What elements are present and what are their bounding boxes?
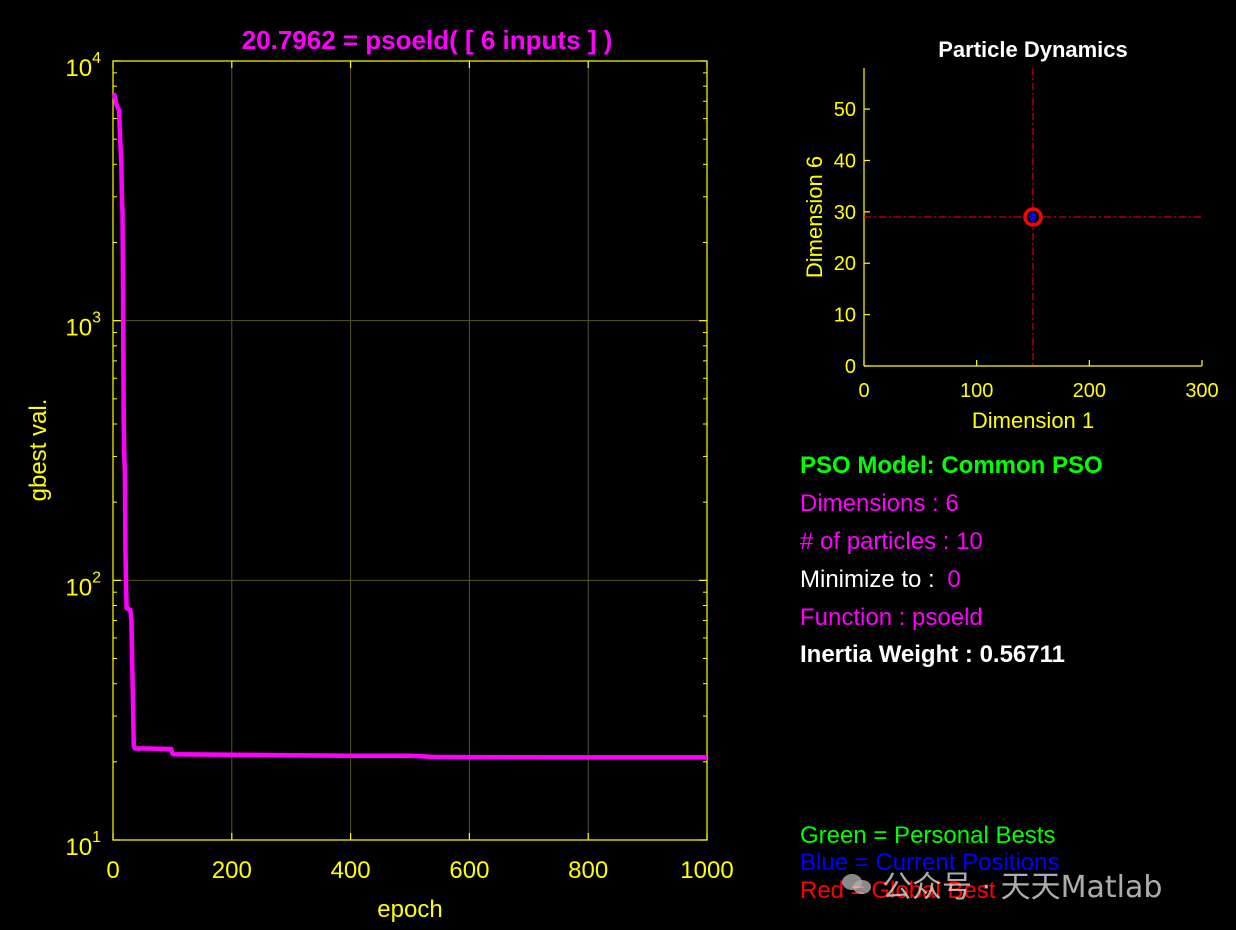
wechat-icon <box>842 872 872 896</box>
minimize-label: Minimize to : <box>800 566 942 593</box>
legend-green: Green = Personal Bests <box>800 822 1056 849</box>
pd-x-tick-label: 300 <box>1185 380 1218 402</box>
main-y-tick-label: 102 <box>65 569 101 601</box>
main-ticks <box>112 60 708 841</box>
main-y-tick-label-exp: 3 <box>92 310 101 327</box>
main-y-tick-label: 104 <box>65 50 101 82</box>
main-y-tick-label-exp: 4 <box>92 50 101 67</box>
dimensions-label: Dimensions : 6 <box>800 490 959 517</box>
main-y-axis-label: gbest val. <box>25 399 52 502</box>
main-y-tick-label-base: 10 <box>65 55 92 82</box>
main-x-tick-label: 200 <box>212 857 252 884</box>
main-x-tick-label: 1000 <box>680 857 733 884</box>
minimize-value: 0 <box>947 566 961 593</box>
main-grid <box>113 61 707 840</box>
main-y-tick-label-base: 10 <box>65 315 92 342</box>
main-x-axis-label: epoch <box>377 896 442 923</box>
main-plot-frame <box>112 60 708 841</box>
gbest-series-line <box>111 92 707 760</box>
pd-chart-title: Particle Dynamics <box>938 37 1128 62</box>
pd-x-tick-label: 100 <box>960 380 993 402</box>
main-x-tick-label: 800 <box>568 857 608 884</box>
global-best-marker <box>1023 207 1043 227</box>
pd-y-tick-label: 30 <box>834 202 856 224</box>
particle-dynamics-chart: 0 100 200 300 0 10 20 30 40 50 Particle Dynamics… <box>802 37 1219 433</box>
pd-y-tick-labels: 0 10 20 30 40 50 <box>834 99 856 378</box>
main-y-tick-label-exp: 1 <box>92 829 101 846</box>
pd-x-tick-label: 200 <box>1073 380 1106 402</box>
pso-model-label: PSO Model: Common PSO <box>800 452 1103 479</box>
main-y-tick-label-base: 10 <box>65 834 92 861</box>
main-x-tick-label: 600 <box>449 857 489 884</box>
current-positions <box>1030 212 1036 222</box>
watermark-text: 公众号 · 天天Matlab <box>882 870 1163 905</box>
inertia-weight-label: Inertia Weight : 0.56711 <box>800 641 1065 668</box>
main-x-tick-label: 400 <box>331 857 371 884</box>
watermark: 公众号 · 天天Matlab <box>842 862 1162 906</box>
pd-x-axis-label: Dimension 1 <box>972 408 1094 433</box>
current-position-point <box>1030 212 1036 222</box>
main-y-tick-label: 103 <box>65 310 101 342</box>
pd-y-axis-label: Dimension 6 <box>802 156 827 278</box>
main-x-tick-labels: 0 200 400 600 800 1000 <box>106 857 733 884</box>
legend-red: Red = Global Best <box>800 877 996 904</box>
minimize-row: Minimize to : 0 <box>800 566 961 594</box>
main-chart-title: 20.7962 = psoeld( [ 6 inputs ] ) <box>242 25 613 55</box>
pd-x-tick-labels: 0 100 200 300 <box>858 380 1218 402</box>
pd-y-tick-label: 0 <box>845 356 856 378</box>
pd-y-tick-label: 50 <box>834 99 856 121</box>
pd-y-tick-label: 40 <box>834 150 856 172</box>
function-label: Function : psoeld <box>800 604 983 631</box>
particles-label: # of particles : 10 <box>800 528 983 555</box>
pd-y-tick-label: 10 <box>834 305 856 327</box>
main-y-tick-label-exp: 2 <box>92 569 101 586</box>
main-y-tick-label: 101 <box>65 829 101 861</box>
main-y-tick-label-base: 10 <box>65 574 92 601</box>
pd-y-tick-label: 20 <box>834 253 856 275</box>
main-x-tick-label: 0 <box>106 857 119 884</box>
pd-ticks <box>863 108 1203 367</box>
pd-x-tick-label: 0 <box>858 380 869 402</box>
legend-blue: Blue = Current Positions <box>800 849 1060 876</box>
